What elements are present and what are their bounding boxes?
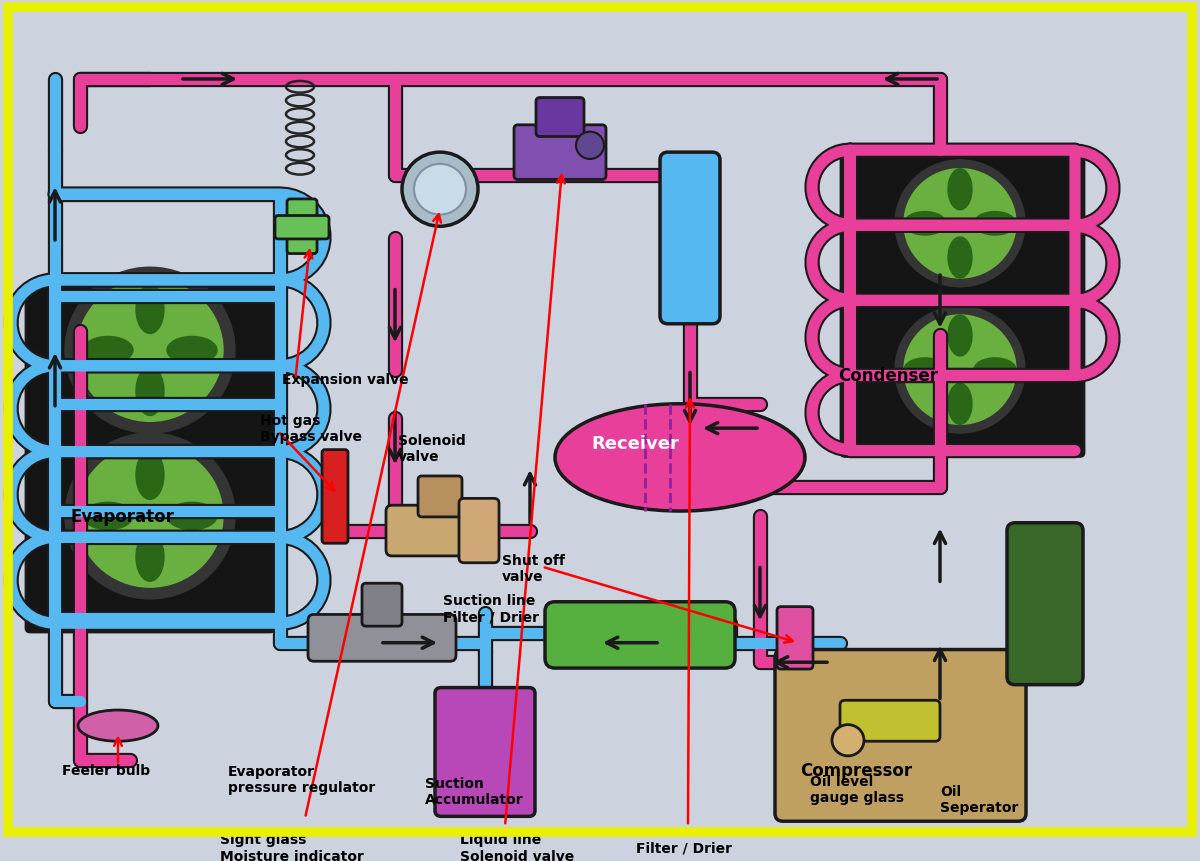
FancyBboxPatch shape — [660, 153, 720, 325]
Ellipse shape — [167, 337, 217, 364]
Ellipse shape — [948, 316, 972, 356]
Text: Oil level
gauge glass: Oil level gauge glass — [810, 774, 904, 804]
Text: Compressor: Compressor — [800, 760, 912, 778]
Text: Condenser: Condenser — [838, 366, 938, 384]
Text: Filter / Drier: Filter / Drier — [636, 840, 732, 855]
Ellipse shape — [904, 213, 946, 236]
Ellipse shape — [136, 286, 164, 334]
FancyBboxPatch shape — [840, 701, 940, 741]
FancyBboxPatch shape — [841, 147, 1084, 457]
FancyBboxPatch shape — [436, 688, 535, 816]
Circle shape — [77, 280, 223, 422]
Ellipse shape — [78, 710, 158, 741]
Ellipse shape — [83, 337, 133, 364]
Text: Evaporator
pressure regulator: Evaporator pressure regulator — [228, 765, 376, 795]
Text: Shut off
valve: Shut off valve — [502, 553, 565, 583]
Ellipse shape — [136, 533, 164, 581]
Circle shape — [414, 164, 466, 215]
Ellipse shape — [167, 503, 217, 530]
Circle shape — [904, 170, 1016, 279]
Ellipse shape — [136, 368, 164, 416]
Ellipse shape — [948, 384, 972, 424]
Ellipse shape — [136, 451, 164, 499]
FancyBboxPatch shape — [26, 283, 274, 632]
Text: Suction line
Filter / Drier: Suction line Filter / Drier — [443, 594, 539, 624]
Ellipse shape — [974, 358, 1016, 382]
FancyBboxPatch shape — [418, 476, 462, 517]
Text: Receiver: Receiver — [592, 434, 679, 452]
FancyBboxPatch shape — [545, 602, 734, 668]
FancyBboxPatch shape — [322, 450, 348, 543]
FancyBboxPatch shape — [275, 216, 329, 239]
Text: Solenoid
valve: Solenoid valve — [398, 433, 466, 463]
Circle shape — [65, 268, 235, 434]
FancyBboxPatch shape — [386, 505, 494, 556]
Circle shape — [895, 307, 1025, 434]
Text: Liquid line
Solenoid valve: Liquid line Solenoid valve — [460, 833, 575, 861]
Ellipse shape — [554, 405, 805, 511]
Circle shape — [576, 133, 604, 160]
FancyBboxPatch shape — [308, 615, 456, 661]
Ellipse shape — [83, 503, 133, 530]
FancyBboxPatch shape — [362, 584, 402, 627]
FancyBboxPatch shape — [536, 98, 584, 138]
FancyBboxPatch shape — [775, 650, 1026, 821]
Text: Sight glass
Moisture indicator: Sight glass Moisture indicator — [220, 833, 364, 861]
Ellipse shape — [948, 238, 972, 279]
Ellipse shape — [974, 213, 1016, 236]
Circle shape — [77, 445, 223, 587]
Circle shape — [402, 153, 478, 227]
FancyBboxPatch shape — [458, 499, 499, 563]
FancyBboxPatch shape — [287, 200, 317, 254]
FancyBboxPatch shape — [778, 607, 814, 669]
Circle shape — [895, 161, 1025, 288]
FancyBboxPatch shape — [514, 126, 606, 180]
Circle shape — [904, 316, 1016, 424]
Text: Suction
Accumulator: Suction Accumulator — [425, 776, 523, 806]
FancyBboxPatch shape — [1007, 523, 1084, 684]
Text: Oil
Seperator: Oil Seperator — [940, 784, 1019, 814]
Text: Hot gas
Bypass valve: Hot gas Bypass valve — [260, 413, 362, 443]
Circle shape — [832, 725, 864, 756]
Text: Evaporator: Evaporator — [70, 507, 174, 525]
Ellipse shape — [948, 170, 972, 210]
Text: Expansion valve: Expansion valve — [282, 373, 409, 387]
Circle shape — [65, 434, 235, 599]
Text: Feeler bulb: Feeler bulb — [62, 763, 150, 777]
Ellipse shape — [904, 358, 946, 382]
